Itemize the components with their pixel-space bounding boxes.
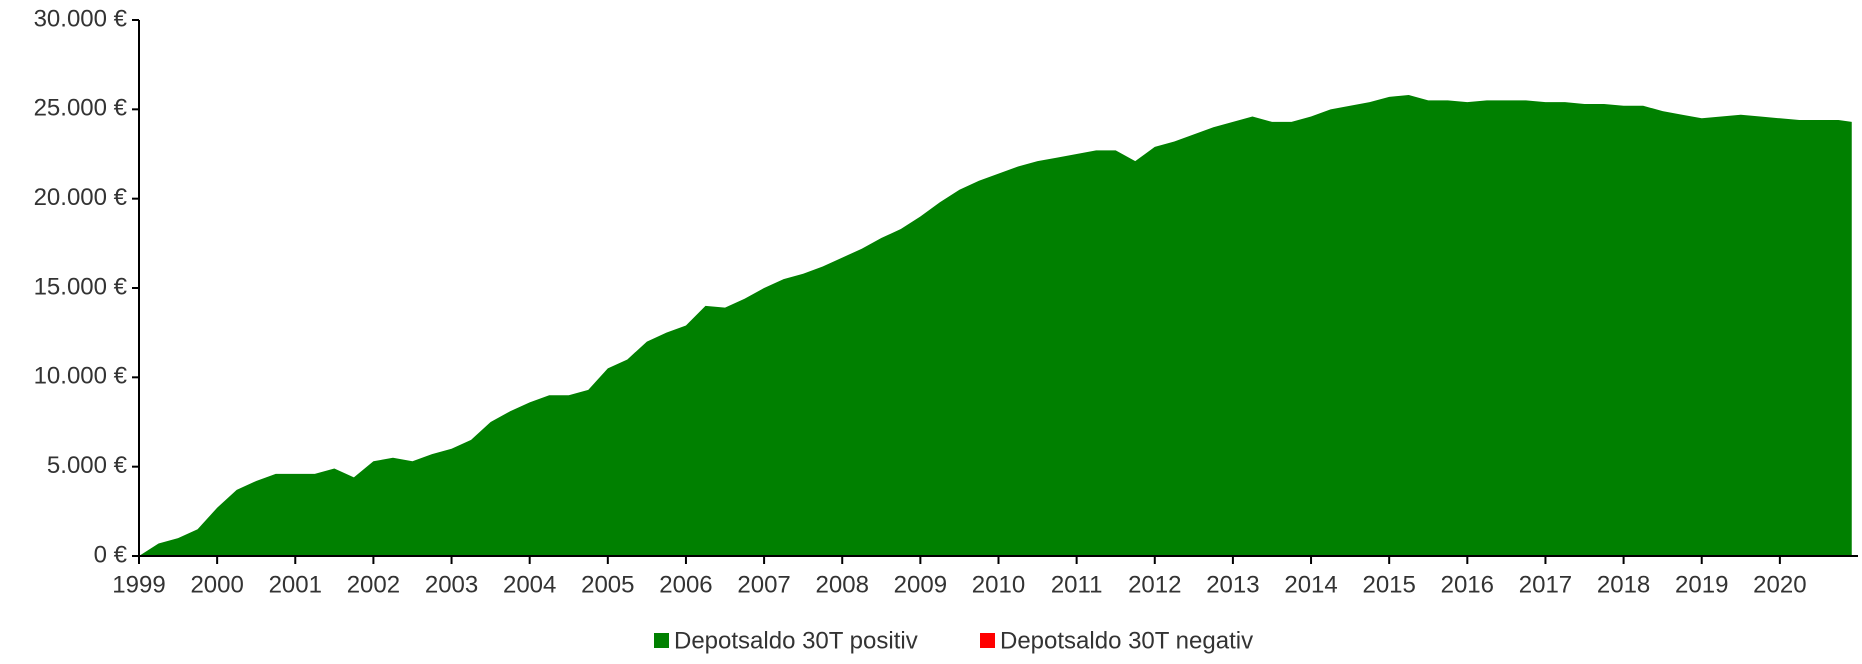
x-tick-label: 2018 bbox=[1597, 571, 1650, 598]
x-tick-label: 2017 bbox=[1519, 571, 1572, 598]
legend-label: Depotsaldo 30T positiv bbox=[674, 627, 918, 654]
y-tick-label: 10.000 € bbox=[34, 363, 128, 390]
y-tick-label: 30.000 € bbox=[34, 5, 128, 32]
x-tick-label: 2007 bbox=[737, 571, 790, 598]
x-tick-label: 2016 bbox=[1441, 571, 1494, 598]
x-tick-label: 2020 bbox=[1753, 571, 1806, 598]
x-tick-label: 2001 bbox=[269, 571, 322, 598]
x-tick-label: 2013 bbox=[1206, 571, 1259, 598]
x-tick-label: 2003 bbox=[425, 571, 478, 598]
legend: Depotsaldo 30T positiv Depotsaldo 30T ne… bbox=[654, 627, 1253, 654]
legend-label: Depotsaldo 30T negativ bbox=[1000, 627, 1253, 654]
x-tick-label: 2011 bbox=[1051, 571, 1103, 598]
x-tick-label: 2006 bbox=[659, 571, 712, 598]
y-tick-label: 0 € bbox=[94, 541, 128, 568]
x-tick-label: 2000 bbox=[190, 571, 243, 598]
y-tick-label: 15.000 € bbox=[34, 273, 128, 300]
x-tick-label: 2005 bbox=[581, 571, 634, 598]
y-tick-label: 20.000 € bbox=[34, 184, 128, 211]
x-tick-label: 2015 bbox=[1362, 571, 1415, 598]
x-tick-label: 2010 bbox=[972, 571, 1025, 598]
legend-swatch bbox=[980, 633, 995, 648]
x-tick-label: 2002 bbox=[347, 571, 400, 598]
x-tick-label: 2008 bbox=[816, 571, 869, 598]
x-tick-label: 1999 bbox=[112, 571, 165, 598]
y-tick-label: 5.000 € bbox=[47, 452, 128, 479]
x-tick-label: 2019 bbox=[1675, 571, 1728, 598]
x-tick-label: 2004 bbox=[503, 571, 556, 598]
legend-swatch bbox=[654, 633, 669, 648]
x-tick-label: 2014 bbox=[1284, 571, 1337, 598]
x-tick-label: 2012 bbox=[1128, 571, 1181, 598]
area bbox=[139, 95, 1852, 556]
x-tick-label: 2009 bbox=[894, 571, 947, 598]
y-tick-label: 25.000 € bbox=[34, 95, 128, 122]
